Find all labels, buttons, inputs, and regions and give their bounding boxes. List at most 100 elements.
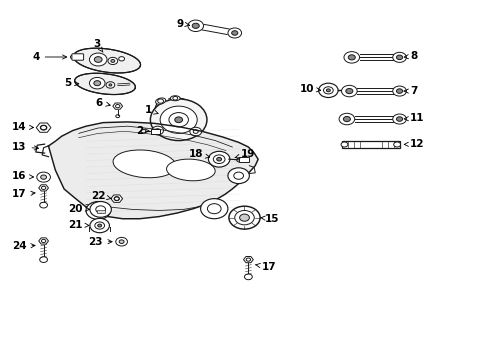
Circle shape [90,202,111,217]
Circle shape [116,237,127,246]
Circle shape [216,157,221,161]
Circle shape [86,202,110,220]
Circle shape [392,114,406,124]
Text: 21: 21 [68,220,89,230]
Text: 24: 24 [12,241,35,251]
Circle shape [343,116,350,122]
Circle shape [108,57,118,64]
Circle shape [106,82,115,88]
Text: 9: 9 [177,19,189,29]
Text: 16: 16 [12,171,34,181]
Text: 17: 17 [255,262,276,272]
Polygon shape [39,185,48,191]
Circle shape [396,117,402,121]
Circle shape [231,31,237,35]
Circle shape [90,219,109,233]
Circle shape [207,204,221,214]
Circle shape [160,106,197,134]
Ellipse shape [166,159,215,181]
Circle shape [119,240,124,243]
Text: 11: 11 [404,113,424,123]
Text: 10: 10 [300,84,320,94]
Text: 7: 7 [404,86,417,96]
Polygon shape [113,103,122,109]
Circle shape [40,257,47,262]
Circle shape [393,142,400,147]
Circle shape [94,81,101,86]
Circle shape [227,168,249,184]
Text: 12: 12 [404,139,424,149]
FancyBboxPatch shape [72,54,83,60]
Text: 5: 5 [64,78,79,88]
Ellipse shape [155,98,165,104]
Circle shape [345,89,352,94]
Circle shape [41,175,46,179]
Text: 19: 19 [235,149,254,159]
Circle shape [208,151,229,167]
Circle shape [119,57,124,61]
FancyBboxPatch shape [151,129,160,134]
Circle shape [347,55,355,60]
Circle shape [326,89,330,92]
Text: 6: 6 [96,98,110,108]
Circle shape [239,214,249,221]
Circle shape [89,77,105,89]
Circle shape [187,20,203,32]
Ellipse shape [113,150,176,178]
Text: 17: 17 [12,189,35,199]
Circle shape [40,202,47,208]
Circle shape [234,211,254,225]
Circle shape [392,86,406,96]
Circle shape [152,126,163,135]
Circle shape [150,99,206,140]
Circle shape [228,206,260,229]
Circle shape [392,52,406,62]
Text: 2: 2 [136,126,149,135]
Circle shape [323,87,332,94]
Text: 23: 23 [88,237,112,247]
Text: 15: 15 [261,214,279,224]
Circle shape [213,155,224,163]
Circle shape [396,89,402,93]
Polygon shape [36,123,51,132]
FancyBboxPatch shape [239,157,248,162]
Circle shape [98,224,102,227]
Circle shape [192,23,199,28]
Circle shape [95,222,104,229]
Polygon shape [48,122,258,219]
Text: 13: 13 [12,142,39,152]
Circle shape [396,55,402,60]
Circle shape [341,85,356,97]
Circle shape [89,53,107,66]
Ellipse shape [170,96,180,101]
Circle shape [94,57,102,62]
FancyBboxPatch shape [341,140,399,148]
Circle shape [200,199,227,219]
Circle shape [233,172,243,179]
Polygon shape [73,48,140,73]
Circle shape [37,172,50,182]
Circle shape [340,142,347,147]
Polygon shape [111,195,122,202]
Circle shape [318,83,337,98]
Text: 18: 18 [188,149,209,159]
Polygon shape [75,73,135,95]
Circle shape [338,113,354,125]
Text: 1: 1 [144,105,158,115]
Circle shape [244,274,252,280]
Circle shape [109,84,112,86]
Text: 4: 4 [32,52,66,62]
Text: 3: 3 [93,40,103,52]
Circle shape [227,28,241,38]
Circle shape [174,117,182,123]
Circle shape [92,206,104,215]
Circle shape [96,206,105,213]
FancyBboxPatch shape [97,210,104,213]
Polygon shape [39,238,48,244]
Polygon shape [243,257,253,263]
Circle shape [111,59,115,62]
Text: 20: 20 [68,204,89,214]
Text: 22: 22 [91,191,111,201]
Circle shape [189,127,201,136]
Text: 8: 8 [404,51,417,61]
